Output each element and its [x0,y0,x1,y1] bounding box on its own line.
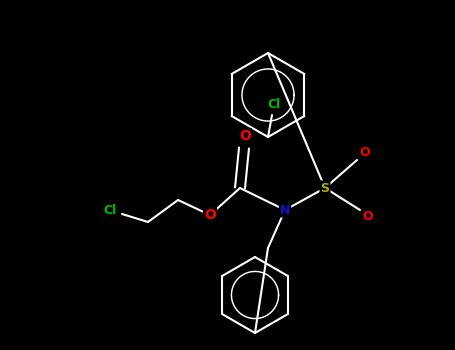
Text: S: S [320,182,329,195]
Text: O: O [239,129,251,143]
Text: O: O [363,210,373,223]
Text: O: O [204,208,216,222]
Text: Cl: Cl [268,98,281,112]
Text: O: O [360,146,370,159]
Text: N: N [280,203,290,217]
Text: Cl: Cl [103,203,116,217]
